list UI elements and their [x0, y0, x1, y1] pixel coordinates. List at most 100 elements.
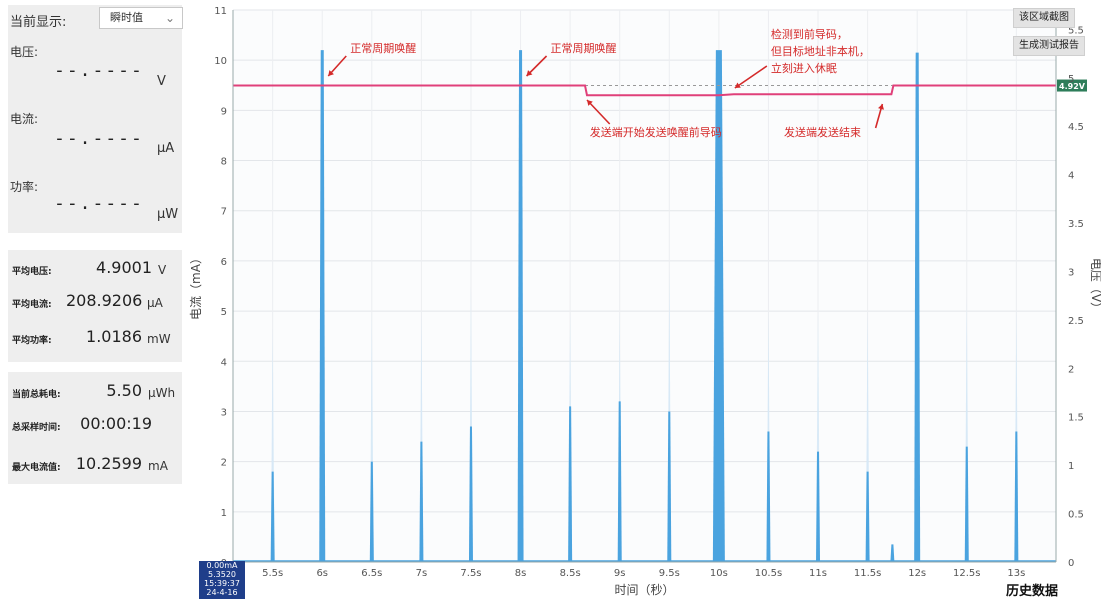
- y-left-tick-label: 10: [214, 56, 227, 67]
- display-mode-label: 当前显示:: [10, 15, 67, 30]
- power-unit: μW: [157, 207, 179, 222]
- current-peak: [1014, 431, 1019, 562]
- current-peak: [964, 446, 969, 562]
- annotation-label: 立刻进入休眠: [771, 61, 837, 75]
- voltage-line: [233, 84, 1056, 97]
- avg-current-unit: μA: [147, 296, 163, 310]
- y-right-axis-title: 电压（V）: [1089, 258, 1101, 314]
- current-peak: [667, 411, 672, 562]
- annotation-label: 发送端发送结束: [784, 125, 861, 139]
- current-peak: [270, 471, 275, 562]
- y-right-tick-label: 0: [1068, 558, 1074, 569]
- current-value: --.----: [54, 128, 144, 149]
- y-left-tick-label: 7: [221, 207, 227, 218]
- current-peak: [766, 431, 771, 562]
- voltage-value: --.----: [54, 60, 144, 81]
- y-right-tick-label: 5: [1068, 74, 1074, 85]
- current-peak: [419, 441, 424, 562]
- current-peak: [816, 451, 821, 562]
- cursor-readout[interactable]: 0.00mA 5.3520 15:39:37 24-4-16: [199, 561, 245, 599]
- max-current-unit: mA: [148, 459, 168, 473]
- y-left-tick-label: 9: [221, 106, 227, 117]
- x-tick-label: 12.5s: [953, 568, 980, 579]
- y-right-tick-label: 3: [1068, 267, 1074, 278]
- chart-grid: [233, 9, 1056, 563]
- avg-voltage-label: 平均电压:: [12, 267, 52, 277]
- x-axis-title: 时间（秒）: [614, 583, 674, 597]
- current-peak: [568, 406, 573, 562]
- y-left-tick-label: 11: [214, 6, 227, 17]
- current-series: [233, 50, 1056, 563]
- max-current-value: 10.2599: [75, 454, 142, 473]
- annotation-label: 正常周期唤醒: [350, 41, 416, 55]
- x-tick-label: 12s: [908, 568, 926, 579]
- sample-time-value: 00:00:19: [80, 414, 152, 433]
- current-label: 电流:: [10, 112, 39, 126]
- y-right-tick-label: 2.5: [1068, 316, 1084, 327]
- y-left-tick-label: 2: [221, 458, 227, 469]
- annotation-arrowhead: [328, 70, 334, 76]
- current-peak: [319, 50, 326, 563]
- power-chart[interactable]: 4.92V 0 1 2 3 4 5 6 7 8 9 10 11 5.5s 6s 6.5s 7s 7.5s 8s 8.…: [186, 0, 1101, 602]
- y-left-tick-label: 5: [221, 307, 227, 318]
- y-right-tick-label: 3.5: [1068, 219, 1084, 230]
- left-panel: 当前显示: 瞬时值 ⌄ 电压: --.---- V 电流: --.---- μA…: [0, 0, 186, 602]
- voltage-marker-badge: [1057, 79, 1087, 92]
- current-peak: [914, 52, 921, 563]
- avg-power-label: 平均功率:: [12, 336, 52, 346]
- y-right-tick-label: 5.5: [1068, 25, 1084, 36]
- avg-power-value: 1.0186: [86, 327, 142, 346]
- annotation-arrow: [586, 99, 611, 125]
- screenshot-region-button[interactable]: 该区域截图: [1013, 8, 1075, 28]
- x-tick-label: 9.5s: [659, 568, 680, 579]
- avg-voltage-unit: V: [158, 263, 167, 277]
- x-tick-label: 9s: [614, 568, 626, 579]
- y-right-tick-label: 4: [1068, 171, 1074, 182]
- annotation-label: 但目标地址非本机，: [771, 44, 870, 58]
- x-tick-label: 6s: [316, 568, 328, 579]
- avg-voltage-value: 4.9001: [96, 258, 152, 277]
- voltage-unit: V: [157, 74, 166, 89]
- y-left-axis-title: 电流（mA）: [189, 252, 203, 320]
- generate-report-button[interactable]: 生成测试报告: [1013, 36, 1085, 56]
- chart-axes: 0 1 2 3 4 5 6 7 8 9 10 11 5.5s 6s 6.5s 7s 7.5s 8s 8.5s 9s 9.…: [189, 6, 1101, 597]
- y-right-tick-label: 1: [1068, 461, 1074, 472]
- total-energy-label: 当前总耗电:: [12, 390, 61, 400]
- y-left-tick-label: 6: [221, 257, 227, 268]
- annotation-arrowhead: [587, 100, 593, 106]
- display-mode-value: 瞬时值: [110, 11, 143, 24]
- y-left-tick-label: 8: [221, 157, 227, 168]
- display-mode-select[interactable]: 瞬时值 ⌄: [99, 7, 183, 29]
- x-tick-label: 8s: [515, 568, 527, 579]
- current-peak: [617, 401, 622, 562]
- cursor-top-value: 0.00mA: [206, 561, 238, 570]
- annotation-arrowhead: [878, 104, 884, 110]
- current-peak: [890, 544, 895, 562]
- x-tick-label: 11s: [809, 568, 827, 579]
- total-energy-unit: μWh: [148, 386, 176, 400]
- max-current-label: 最大电流值:: [12, 463, 61, 473]
- x-tick-label: 11.5s: [854, 568, 881, 579]
- current-peak: [517, 50, 524, 563]
- annotation-label: 发送端开始发送唤醒前导码: [590, 125, 722, 139]
- avg-current-label: 平均电流:: [12, 300, 52, 310]
- voltage-label: 电压:: [10, 45, 39, 59]
- x-tick-label: 13s: [1007, 568, 1025, 579]
- annotation-label: 正常周期唤醒: [551, 41, 617, 55]
- current-peak: [468, 426, 473, 562]
- y-left-tick-label: 4: [221, 357, 227, 368]
- annotation-arrowhead: [526, 70, 533, 76]
- annotation-label: 检测到前导码，: [771, 27, 848, 41]
- current-peak: [712, 50, 725, 563]
- avg-power-unit: mW: [147, 332, 171, 346]
- voltage-marker-label: 4.92V: [1059, 82, 1086, 91]
- cursor-time: 15:39:37: [204, 579, 240, 588]
- y-left-tick-label: 3: [221, 407, 227, 418]
- y-right-tick-label: 1.5: [1068, 413, 1084, 424]
- cursor-date: 24-4-16: [206, 588, 238, 597]
- sample-time-label: 总采样时间:: [12, 423, 61, 433]
- x-tick-label: 7s: [416, 568, 428, 579]
- x-tick-label: 10s: [710, 568, 728, 579]
- chart-annotations: 正常周期唤醒 正常周期唤醒 检测到前导码， 但目标地址非本机， 立刻进入休眠发送端开始发…: [327, 27, 884, 139]
- total-energy-value: 5.50: [106, 381, 142, 400]
